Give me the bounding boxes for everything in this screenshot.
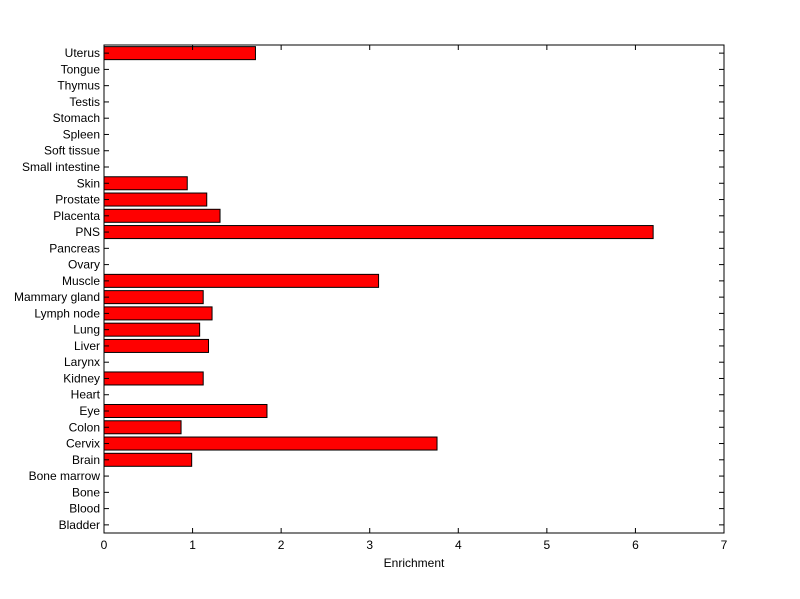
y-tick-label: Ovary <box>68 258 100 272</box>
y-tick-label: Blood <box>69 502 100 516</box>
y-tick-label: Bone <box>72 485 100 499</box>
x-tick-label: 6 <box>632 538 639 552</box>
bar-uterus <box>103 46 256 61</box>
y-tick-label: Kidney <box>63 371 100 385</box>
y-tick-label: Lung <box>73 323 100 337</box>
x-tick-label: 1 <box>189 538 196 552</box>
y-tick-label: Eye <box>79 404 100 418</box>
plot-area-frame <box>103 44 725 534</box>
bar-liver <box>103 338 210 353</box>
y-tick-label: Heart <box>71 388 101 402</box>
bar-colon <box>103 420 182 435</box>
y-tick-label: Skin <box>77 176 100 190</box>
tick-labels-layer: Uterus Tongue Thymus Testis Stomach Spleen Sof… <box>14 46 728 552</box>
x-tick-label: 0 <box>101 538 108 552</box>
y-tick-label: Lymph node <box>34 306 100 320</box>
y-tick-label: Spleen <box>63 127 100 141</box>
y-tick-label: Muscle <box>62 274 100 288</box>
x-tick-label: 3 <box>366 538 373 552</box>
y-tick-label: Thymus <box>57 79 100 93</box>
y-tick-label: PNS <box>75 225 100 239</box>
y-tick-label: Larynx <box>64 355 100 369</box>
y-tick-label: Bone marrow <box>29 469 101 483</box>
y-tick-label: Pancreas <box>49 241 100 255</box>
ticks-layer <box>103 45 725 533</box>
y-tick-label: Soft tissue <box>44 144 100 158</box>
bar-prostate <box>103 192 208 207</box>
x-tick-label: 4 <box>455 538 462 552</box>
y-tick-label: Prostate <box>55 193 100 207</box>
bar-lung <box>103 322 201 337</box>
y-tick-label: Liver <box>74 339 100 353</box>
bar-skin <box>103 176 188 191</box>
y-tick-label: Uterus <box>65 46 100 60</box>
bar-muscle <box>103 273 380 288</box>
x-tick-label: 7 <box>721 538 728 552</box>
bar-pns <box>103 225 654 240</box>
x-tick-label: 5 <box>544 538 551 552</box>
y-tick-label: Brain <box>72 453 100 467</box>
bar-mammary-gland <box>103 290 204 305</box>
y-tick-label: Placenta <box>53 209 100 223</box>
x-axis-label: Enrichment <box>384 556 445 570</box>
y-tick-label: Bladder <box>59 518 100 532</box>
bar-kidney <box>103 371 204 386</box>
bar-placenta <box>103 208 221 223</box>
y-tick-label: Mammary gland <box>14 290 100 304</box>
bar-brain <box>103 452 193 467</box>
y-tick-label: Small intestine <box>22 160 100 174</box>
y-tick-label: Colon <box>69 420 100 434</box>
x-tick-label: 2 <box>278 538 285 552</box>
bar-lymph-node <box>103 306 213 321</box>
y-tick-label: Tongue <box>61 62 101 76</box>
bar-cervix <box>103 436 438 451</box>
bar-eye <box>103 403 268 419</box>
y-tick-label: Testis <box>69 95 100 109</box>
y-tick-label: Cervix <box>66 437 100 451</box>
bars-layer <box>103 46 654 467</box>
y-tick-label: Stomach <box>53 111 100 125</box>
